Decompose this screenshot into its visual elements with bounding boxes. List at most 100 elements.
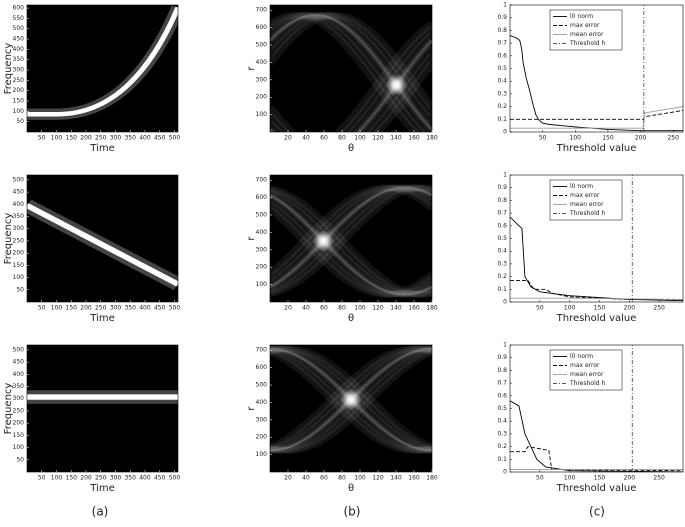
y-tick-label: 50 (16, 118, 24, 125)
plot-area (270, 175, 432, 302)
y-tick-label: 100 (13, 274, 25, 281)
x-tick-label: 100 (564, 475, 576, 482)
caption: (a) (92, 505, 109, 519)
band (270, 12, 421, 132)
x-tick-label: 160 (408, 475, 420, 482)
y-tick-label: 0.4 (497, 248, 507, 255)
x-tick-label: 350 (124, 475, 136, 482)
x-axis-label: Time (89, 313, 114, 324)
glow-core (27, 6, 178, 117)
y-tick-label: 0.5 (497, 235, 507, 242)
y-tick-label: 400 (13, 201, 25, 208)
y-tick-label: 200 (13, 87, 25, 94)
y-tick-label: 200 (256, 94, 268, 101)
legend-label: max error (570, 22, 600, 29)
y-tick-label: 400 (256, 399, 268, 406)
x-axis-label: Time (89, 143, 114, 154)
x-tick-label: 250 (653, 305, 665, 312)
y-tick-label: 1 (503, 342, 507, 349)
x-tick-label: 100 (570, 135, 582, 142)
x-tick-label: 400 (139, 305, 151, 312)
x-axis-label: θ (348, 483, 354, 494)
y-tick-label: 300 (13, 395, 25, 402)
x-tick-label: 300 (110, 305, 122, 312)
x-tick-label: 40 (302, 305, 310, 312)
y-tick-label: 0.6 (497, 392, 507, 399)
band (270, 184, 432, 290)
x-tick-label: 250 (95, 135, 107, 142)
band (270, 345, 432, 452)
x-tick-label: 20 (284, 305, 292, 312)
band (270, 12, 432, 132)
x-tick-label: 500 (169, 475, 181, 482)
band (270, 184, 432, 297)
image-content (27, 5, 178, 120)
y-tick-label: 600 (256, 364, 268, 371)
y-tick-label: 0.2 (497, 103, 507, 110)
y-axis-label: Frequency (3, 213, 14, 265)
y-tick-label: 0 (503, 469, 507, 476)
legend-label: max error (570, 192, 600, 199)
y-tick-label: 0.5 (497, 405, 507, 412)
x-tick-label: 450 (154, 305, 166, 312)
x-axis-label: θ (348, 143, 354, 154)
y-tick-label: 200 (13, 420, 25, 427)
y-tick-label: 0.2 (497, 443, 507, 450)
plot-frame (26, 4, 179, 133)
y-tick-label: 700 (256, 347, 268, 354)
y-tick-label: 100 (13, 108, 25, 115)
x-tick-label: 350 (124, 305, 136, 312)
y-tick-label: 200 (256, 264, 268, 271)
y-tick-label: 250 (13, 77, 25, 84)
y-tick-label: 50 (16, 456, 24, 463)
x-tick-label: 140 (390, 305, 402, 312)
plot-frame (269, 344, 433, 473)
x-tick-label: 100 (564, 305, 576, 312)
band (270, 206, 432, 298)
x-tick-label: 100 (51, 475, 63, 482)
band (270, 184, 432, 296)
band (270, 11, 427, 132)
series-line (510, 297, 683, 300)
x-tick-label: 500 (169, 135, 181, 142)
y-tick-label: 350 (13, 383, 25, 390)
y-tick-label: 500 (13, 346, 25, 353)
plot-background (270, 345, 432, 472)
x-tick-label: 150 (594, 305, 606, 312)
y-tick-label: 400 (256, 59, 268, 66)
x-tick-label: 150 (66, 135, 78, 142)
y-tick-label: 300 (13, 67, 25, 74)
y-tick-label: 100 (256, 281, 268, 288)
x-tick-label: 450 (154, 135, 166, 142)
y-tick-label: 500 (13, 25, 25, 32)
y-tick-label: 0.1 (497, 116, 507, 123)
band (270, 201, 432, 298)
legend-label: Threshold h (569, 380, 605, 387)
y-tick-label: 150 (13, 262, 25, 269)
y-tick-label: 0.8 (497, 27, 507, 34)
band (270, 184, 432, 282)
x-tick-label: 50 (536, 475, 544, 482)
y-tick-label: 200 (256, 434, 268, 441)
y-tick-label: 500 (256, 382, 268, 389)
y-tick-label: 0.5 (497, 65, 507, 72)
y-tick-label: 700 (256, 7, 268, 14)
series-line (510, 400, 683, 472)
spot (389, 78, 404, 93)
plot-frame (26, 174, 179, 303)
y-axis-label: r (246, 236, 257, 241)
y-tick-label: 700 (256, 177, 268, 184)
x-tick-label: 100 (354, 475, 366, 482)
y-tick-label: 0.7 (497, 40, 507, 47)
y-tick-label: 0.3 (497, 260, 507, 267)
x-tick-label: 140 (390, 135, 402, 142)
y-tick-label: 0.8 (497, 367, 507, 374)
band (270, 45, 432, 132)
band (270, 38, 432, 132)
y-tick-label: 150 (13, 432, 25, 439)
y-tick-label: 0.4 (497, 418, 507, 425)
band (270, 186, 432, 298)
band (270, 192, 432, 298)
y-axis-label: Frequency (3, 383, 14, 435)
y-tick-label: 0 (503, 299, 507, 306)
